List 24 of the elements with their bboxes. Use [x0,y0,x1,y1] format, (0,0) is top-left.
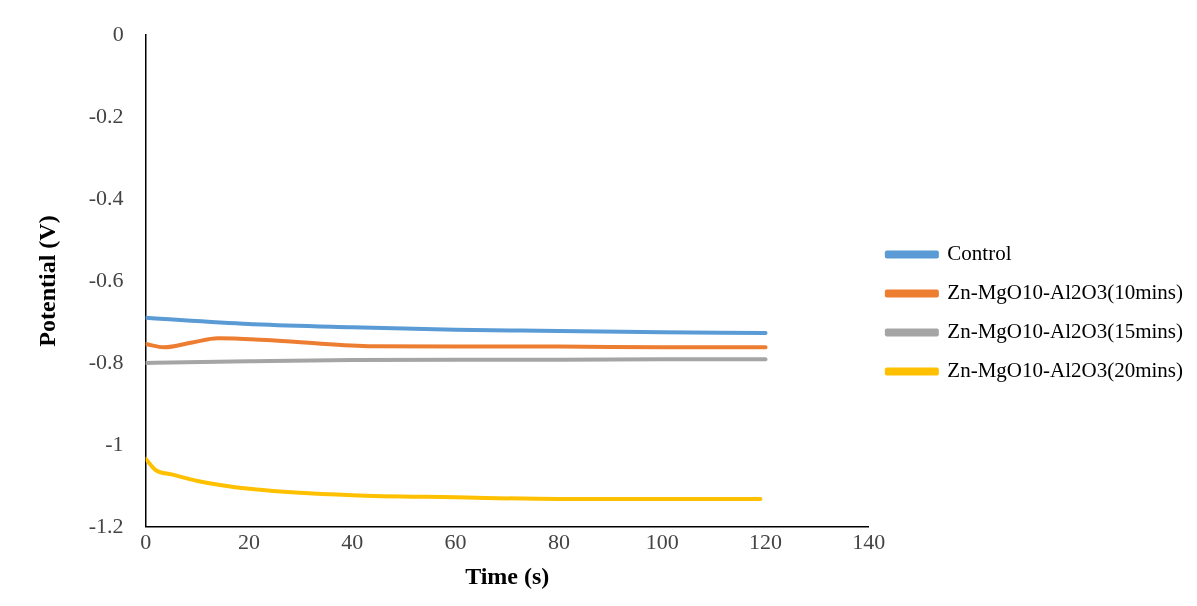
y-tick-label: -0.6 [88,266,124,292]
y-tick-label: -1 [105,430,124,456]
legend-label: Zn-MgO10-Al2O3(20mins) [947,358,1184,383]
x-tick-label: 80 [547,528,570,554]
y-tick-label: 0 [112,20,124,46]
line-series [145,315,768,336]
x-axis-title: Time (s) [465,562,550,589]
x-tick-label: 140 [852,528,886,554]
x-tick-label: 20 [237,528,260,554]
line-series [145,336,768,350]
y-tick-label: -0.8 [88,348,124,374]
legend-label: Control [947,241,1012,266]
y-tick-label: -0.4 [88,184,124,210]
y-tick-label: -0.2 [88,102,124,128]
x-tick-label: 120 [749,528,783,554]
x-tick-label: 100 [645,528,679,554]
x-tick-label: 0 [140,528,152,554]
y-axis-title: Potential (V) [33,215,60,347]
y-tick-label: -1.2 [88,512,124,538]
x-tick-label: 40 [341,528,364,554]
legend-label: Zn-MgO10-Al2O3(15mins) [947,319,1184,344]
line-series [145,456,763,501]
x-tick-label: 60 [444,528,467,554]
legend-label: Zn-MgO10-Al2O3(10mins) [947,280,1184,305]
